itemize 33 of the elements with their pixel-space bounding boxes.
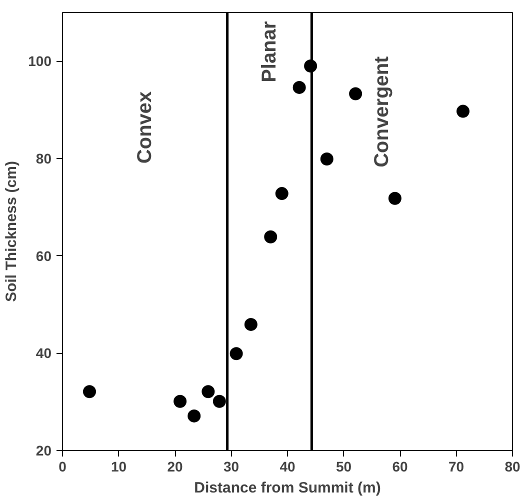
x-tick-label: 50 bbox=[336, 458, 352, 474]
y-tick-label: 100 bbox=[28, 53, 52, 70]
point bbox=[230, 347, 243, 360]
y-tick-label: 60 bbox=[36, 248, 52, 264]
annotation: Planar bbox=[258, 21, 280, 82]
x-tick-label: 70 bbox=[448, 458, 464, 474]
point bbox=[275, 187, 288, 200]
y-tick-label: 20 bbox=[36, 442, 52, 458]
point bbox=[83, 385, 96, 398]
x-tick-label: 10 bbox=[110, 458, 127, 474]
x-tick-label: 20 bbox=[167, 458, 183, 474]
x-tick-label: 80 bbox=[504, 458, 520, 474]
y-axis-title: Soil Thickness (cm) bbox=[3, 161, 20, 302]
point bbox=[388, 192, 402, 205]
y-tick-label: 80 bbox=[36, 150, 52, 166]
point bbox=[188, 409, 201, 422]
point bbox=[349, 87, 362, 100]
x-tick-label: 30 bbox=[223, 458, 240, 474]
point bbox=[212, 394, 226, 408]
x-tick-label: 60 bbox=[392, 458, 408, 474]
annotation: Convergent bbox=[370, 56, 393, 168]
point bbox=[244, 318, 258, 331]
y-tick-label: 40 bbox=[36, 345, 52, 362]
x-axis-title: Distance from Summit (m) bbox=[194, 480, 381, 496]
annotation: Convex bbox=[134, 91, 156, 164]
point bbox=[264, 230, 278, 244]
point bbox=[456, 104, 470, 118]
point bbox=[174, 394, 187, 408]
point bbox=[202, 385, 215, 398]
x-tick-label: 40 bbox=[280, 458, 296, 474]
x-tick-label: 0 bbox=[58, 458, 67, 474]
point bbox=[292, 80, 306, 94]
point bbox=[320, 152, 334, 166]
